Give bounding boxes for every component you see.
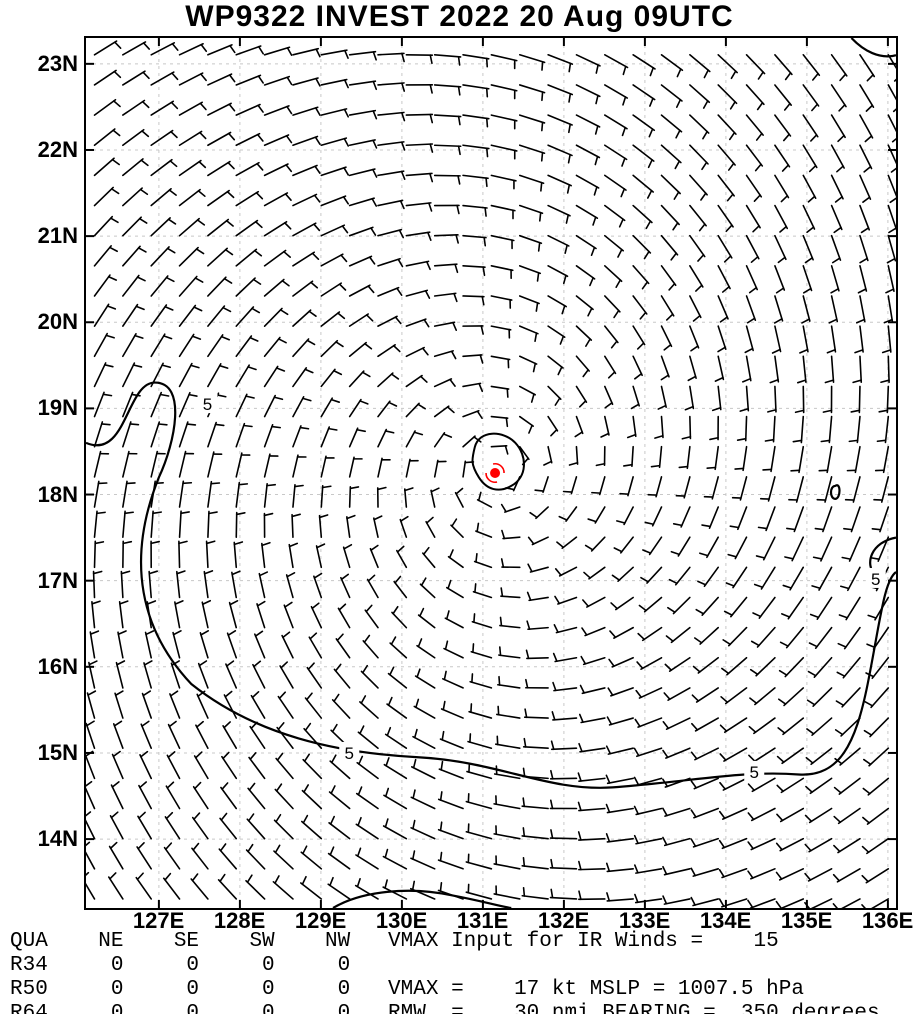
plot-area: 5 5 5 5	[84, 36, 898, 910]
svg-text:5: 5	[203, 395, 212, 414]
svg-text:5: 5	[871, 570, 880, 589]
y-tick-label: 23N	[38, 51, 78, 77]
plot-svg: 5 5 5 5	[86, 38, 896, 908]
svg-text:5: 5	[750, 763, 759, 782]
figure-container: WP9322 INVEST 2022 20 Aug 09UTC 5 5 5 5 14N…	[0, 0, 919, 1014]
figure-title: WP9322 INVEST 2022 20 Aug 09UTC	[0, 0, 919, 34]
svg-text:5: 5	[345, 744, 354, 763]
y-tick-label: 21N	[38, 223, 78, 249]
footer-text: QUA NE SE SW NW VMAX Input for IR Winds …	[10, 930, 880, 1014]
y-tick-label: 19N	[38, 395, 78, 421]
y-tick-label: 22N	[38, 137, 78, 163]
y-tick-label: 16N	[38, 654, 78, 680]
y-tick-label: 18N	[38, 482, 78, 508]
y-tick-label: 20N	[38, 309, 78, 335]
y-tick-label: 17N	[38, 568, 78, 594]
y-tick-label: 15N	[38, 740, 78, 766]
y-tick-label: 14N	[38, 826, 78, 852]
